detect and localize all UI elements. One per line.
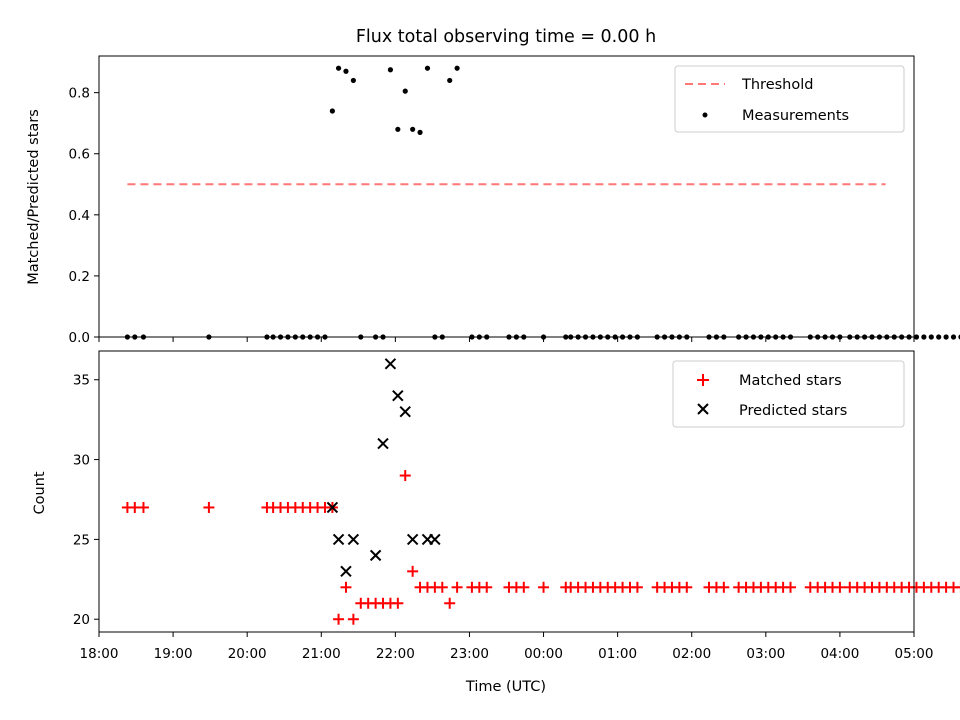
predicted-star-point: [347, 533, 360, 546]
matched-star-point: [436, 581, 448, 593]
measurements-legend-label: Measurements: [742, 108, 849, 124]
predicted-star-point: [369, 549, 382, 562]
matched-star-point: [137, 501, 149, 513]
bottom-y-ticks: 20 25 30 35: [73, 373, 99, 628]
top-y-axis-label: Matched/Predicted stars: [26, 109, 42, 285]
bottom-ytick-label: 35: [73, 373, 90, 389]
bottom-xtick-label: 02:00: [672, 646, 711, 662]
bottom-xtick-label: 19:00: [154, 646, 193, 662]
bottom-ytick-label: 20: [73, 612, 90, 628]
top-axes: 0.00.20.40.60.8 Matched/Predicted stars …: [26, 55, 960, 346]
matched-legend-swatch: [697, 374, 709, 386]
measurement-point: [447, 77, 453, 84]
predicted-star-point: [399, 405, 411, 418]
matched-star-point: [347, 613, 359, 625]
bottom-xtick-label: 21:00: [302, 646, 341, 662]
measurement-point: [454, 65, 460, 71]
measurement-point: [943, 334, 949, 340]
top-ytick-label: 0.8: [69, 86, 90, 102]
measurement-point: [936, 334, 942, 340]
top-axes-frame: [98, 55, 915, 338]
bottom-y-axis-label: Count: [32, 471, 48, 514]
matched-star-point: [718, 581, 730, 593]
matched-star-point: [785, 581, 797, 593]
measurement-point: [417, 129, 423, 135]
bottom-ytick-label: 30: [73, 453, 90, 469]
bottom-xtick-label: 01:00: [598, 646, 637, 662]
top-ytick-label: 0.0: [69, 330, 90, 346]
predicted-star-point: [340, 565, 352, 578]
matched-star-point: [481, 581, 493, 593]
bottom-xtick-label: 04:00: [820, 646, 859, 662]
bottom-xtick-label: 03:00: [746, 646, 785, 662]
predicted-star-point: [429, 533, 441, 546]
bottom-xtick-label: 00:00: [524, 646, 563, 662]
bottom-x-axis-label: Time (UTC): [465, 679, 546, 695]
matched-stars-series: [121, 470, 960, 625]
predicted-legend-swatch: [697, 403, 709, 415]
measurement-point: [950, 334, 957, 340]
matched-star-point: [392, 597, 404, 609]
top-legend: Threshold Measurements: [674, 65, 905, 133]
bottom-axes: 20 25 30 35 18:00 19:00 20:00 21:00 22:00 23:00 0…: [32, 350, 960, 695]
matched-star-point: [538, 581, 550, 593]
bottom-xtick-label: 22:00: [376, 646, 415, 662]
measurement-point: [424, 65, 431, 71]
measurement-point: [410, 126, 416, 132]
predicted-star-point: [384, 358, 397, 370]
predicted-star-point: [326, 501, 339, 514]
measurement-point: [350, 77, 356, 84]
top-ytick-label: 0.4: [69, 208, 90, 224]
matched-star-point: [451, 581, 463, 593]
top-ytick-label: 0.2: [69, 269, 90, 285]
matched-star-point: [681, 581, 693, 593]
matched-star-point: [399, 470, 411, 482]
predicted-star-point: [332, 533, 345, 546]
bottom-legend-box: [672, 360, 905, 428]
matched-star-point: [834, 581, 846, 593]
bottom-xtick-label: 18:00: [80, 646, 119, 662]
predicted-stars-series: [326, 358, 441, 578]
measurements-legend-swatch: [702, 112, 708, 118]
matched-star-point: [518, 581, 530, 593]
bottom-xtick-label: 23:00: [450, 646, 489, 662]
top-y-ticks: 0.0 0.2 0.4 0.6 0.8: [69, 86, 99, 346]
measurement-point: [395, 126, 401, 132]
predicted-legend-label: Predicted stars: [739, 403, 847, 419]
measurement-point: [921, 334, 927, 340]
bottom-ytick-label: 25: [73, 532, 90, 548]
measurement-point: [928, 334, 934, 340]
bottom-axes-frame: [98, 350, 915, 633]
matched-star-point: [631, 581, 643, 593]
predicted-star-point: [377, 437, 389, 450]
measurement-point: [913, 334, 920, 340]
threshold-legend-label: Threshold: [741, 77, 813, 93]
matched-star-point: [203, 501, 215, 513]
bottom-xtick-label: 20:00: [228, 646, 267, 662]
top-legend-box: [674, 65, 905, 133]
measurement-point: [402, 88, 408, 94]
matched-star-point: [340, 581, 352, 593]
measurement-point: [329, 108, 335, 114]
matched-star-point: [444, 597, 456, 609]
bottom-xtick-label: 05:00: [895, 646, 934, 662]
measurement-point: [335, 65, 342, 71]
measurement-point: [343, 68, 349, 74]
chart-title: Flux total observing time = 0.00 h: [356, 27, 656, 47]
matched-star-point: [955, 581, 960, 593]
bottom-x-ticks: 18:00 19:00 20:00 21:00 22:00 23:00 00:00 01:00…: [80, 632, 934, 662]
predicted-star-point: [406, 533, 419, 546]
measurement-point: [387, 67, 394, 73]
predicted-star-point: [392, 389, 404, 402]
matched-star-point: [333, 613, 345, 625]
top-ytick-label: 0.6: [69, 147, 90, 163]
bottom-legend: Matched stars Predicted stars: [672, 360, 905, 428]
matched-legend-label: Matched stars: [739, 373, 842, 389]
matched-star-point: [407, 565, 419, 577]
